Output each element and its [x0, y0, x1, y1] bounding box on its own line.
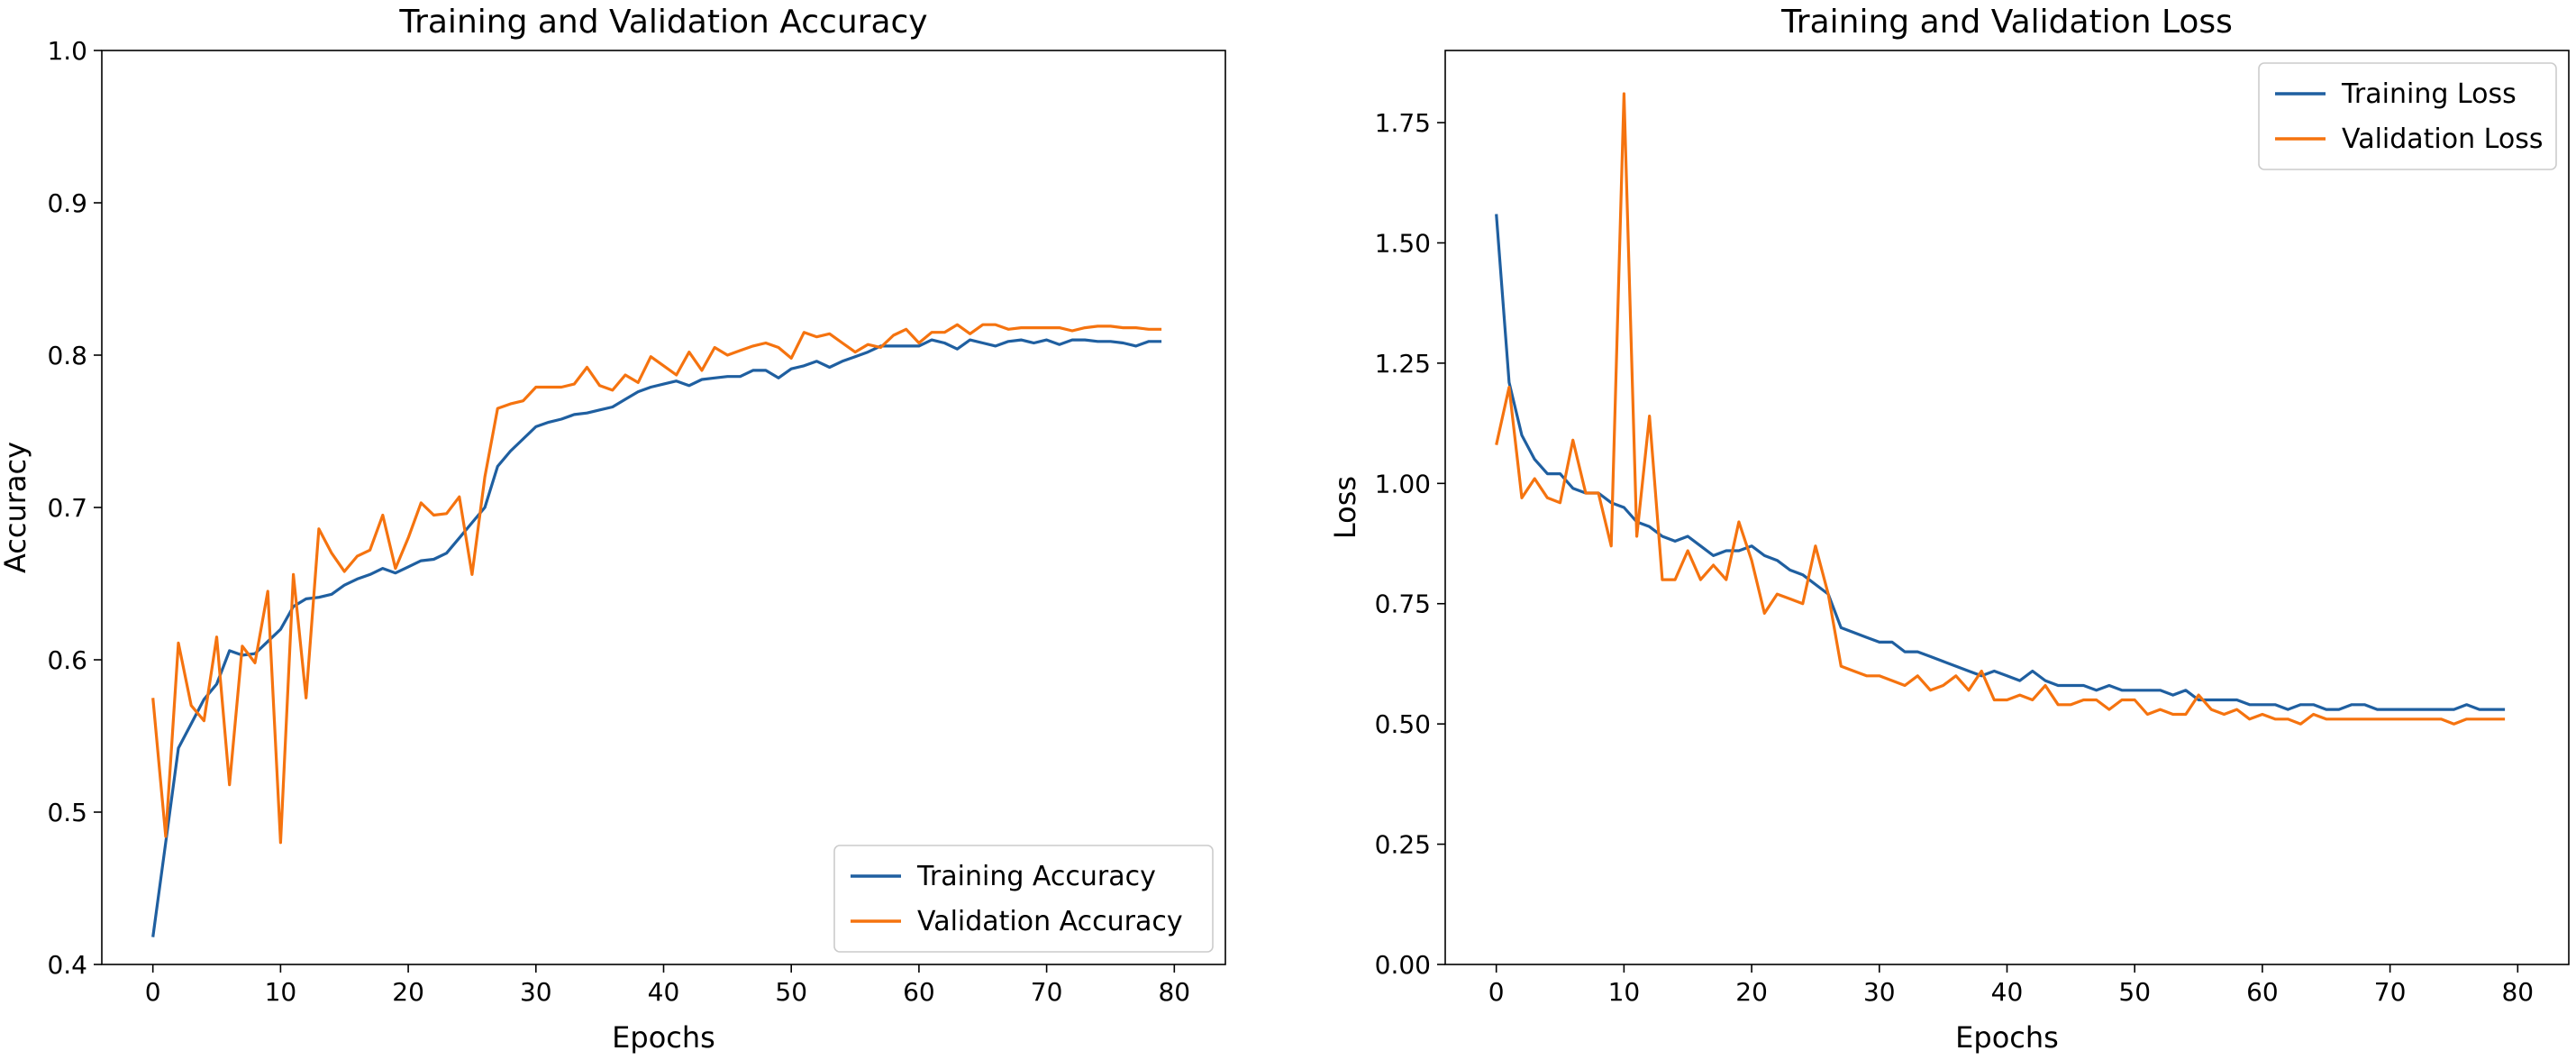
- loss-legend-box: [2258, 62, 2557, 170]
- loss-y-tick-label: 1.50: [1375, 228, 1431, 258]
- accuracy-x-axis-label: Epochs: [612, 1020, 715, 1055]
- loss-legend-label-validation-loss: Validation Loss: [2342, 123, 2543, 155]
- accuracy-y-tick-label: 0.5: [47, 798, 87, 827]
- accuracy-x-tick-label: 30: [520, 977, 552, 1007]
- accuracy-y-tick-label: 0.7: [47, 493, 87, 523]
- loss-x-tick-label: 10: [1608, 977, 1641, 1007]
- loss-x-tick-label: 80: [2501, 977, 2534, 1007]
- loss-x-tick-label: 50: [2118, 977, 2151, 1007]
- loss-legend-label-training-loss: Training Loss: [2341, 78, 2517, 110]
- loss-y-tick-label: 0.75: [1375, 589, 1431, 619]
- accuracy-x-tick-label: 60: [903, 977, 935, 1007]
- loss-axes-frame: [1444, 50, 2570, 965]
- accuracy-axes-frame: [101, 50, 1226, 965]
- loss-y-tick-label: 1.75: [1375, 108, 1431, 138]
- loss-x-tick-label: 40: [1991, 977, 2024, 1007]
- loss-x-tick-label: 0: [1488, 977, 1505, 1007]
- loss-x-tick-label: 30: [1863, 977, 1896, 1007]
- accuracy-y-tick-label: 0.9: [47, 188, 87, 218]
- loss-x-axis-label: Epochs: [1955, 1020, 2059, 1055]
- accuracy-y-tick-label: 0.4: [47, 950, 87, 980]
- accuracy-y-tick-label: 0.8: [47, 341, 87, 370]
- accuracy-x-tick-label: 0: [145, 977, 161, 1007]
- accuracy-legend-label-training-accuracy: Training Accuracy: [916, 861, 1156, 892]
- loss-y-tick-label: 0.25: [1375, 830, 1431, 860]
- accuracy-x-tick-label: 20: [392, 977, 424, 1007]
- loss-chart: 0 10 20 30 40 50 60 70 80 0.00 0.25 0.50 0.75 1.00 1.2…: [1328, 4, 2570, 1055]
- accuracy-y-tick-label: 0.6: [47, 645, 87, 675]
- accuracy-legend: Training Accuracy Validation Accuracy: [833, 845, 1214, 953]
- loss-x-tick-label: 70: [2374, 977, 2407, 1007]
- accuracy-y-axis-label: Accuracy: [0, 442, 32, 573]
- accuracy-x-tick-label: 70: [1031, 977, 1063, 1007]
- loss-y-tick-label: 1.25: [1375, 349, 1431, 379]
- loss-chart-title: Training and Validation Loss: [1780, 4, 2233, 41]
- loss-series-validation-loss-line: [1495, 92, 2506, 726]
- loss-x-tick-label: 60: [2246, 977, 2279, 1007]
- loss-y-tick-label: 1.00: [1375, 469, 1431, 498]
- accuracy-x-tick-label: 50: [775, 977, 807, 1007]
- accuracy-legend-label-validation-accuracy: Validation Accuracy: [917, 906, 1183, 937]
- accuracy-chart: 0 10 20 30 40 50 60 70 80 0.4 0.5 0.6 0.7 0.8 0.9 1.0 Tr…: [0, 4, 1226, 1055]
- loss-x-tick-label: 20: [1735, 977, 1768, 1007]
- accuracy-x-tick-label: 80: [1158, 977, 1190, 1007]
- loss-series-training-loss-line: [1495, 214, 2506, 711]
- accuracy-series-validation-accuracy-line: [151, 323, 1162, 845]
- loss-legend: Training Loss Validation Loss: [2258, 62, 2557, 170]
- accuracy-x-tick-label: 40: [648, 977, 680, 1007]
- loss-y-tick-label: 0.50: [1375, 709, 1431, 739]
- loss-y-axis-label: Loss: [1328, 476, 1362, 539]
- accuracy-y-tick-label: 1.0: [47, 36, 87, 66]
- accuracy-x-tick-label: 10: [265, 977, 297, 1007]
- accuracy-legend-box: [833, 845, 1214, 953]
- loss-y-tick-label: 0.00: [1375, 950, 1431, 980]
- accuracy-series-training-accuracy-line: [151, 338, 1162, 937]
- accuracy-chart-title: Training and Validation Accuracy: [398, 4, 927, 41]
